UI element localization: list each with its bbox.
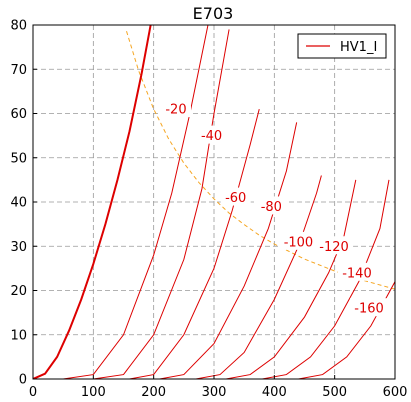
legend: HV1_I [297,33,387,59]
curve--100 [195,175,322,379]
x-tick-label: 400 [262,385,287,400]
curve-label-bg [160,99,191,118]
curve-zero-bias [33,25,152,379]
y-tick-label: 50 [10,151,27,166]
curve-label-bg [337,262,376,281]
curve-label-bg [220,187,251,206]
x-tick-label: 600 [383,385,408,400]
curve--140 [262,179,390,379]
dissipation-line [126,31,395,290]
x-tick-label: 200 [141,385,166,400]
curve-label: -40 [201,129,222,144]
curve--40 [93,29,230,379]
x-tick-label: 300 [202,385,227,400]
curve-label: -100 [284,235,314,250]
curve-label-bg [279,231,318,250]
curve-label: -140 [342,266,372,281]
curve-label: -60 [225,191,246,206]
y-tick-label: 70 [10,63,27,78]
x-tick-label: 0 [29,385,37,400]
curve--80 [159,122,298,379]
y-tick-label: 60 [10,107,27,122]
x-tick-label: 500 [322,385,347,400]
curve-label: -80 [261,200,282,215]
curve-label-bg [350,298,389,317]
y-tick-label: 30 [10,240,27,255]
curve-label-bg [315,236,354,255]
curve-label: -120 [319,240,349,255]
legend-label: HV1_I [340,40,377,55]
curve-labels: -20 -40 -60 -80 -100 -120 -140 -160 [160,99,389,317]
curve-label-bg [256,196,287,215]
x-axis-ticks: 0 100 200 300 400 500 600 [29,375,408,400]
legend-box [297,33,387,59]
y-tick-label: 0 [19,373,27,388]
y-tick-label: 40 [10,196,27,211]
y-axis-ticks: 0 10 20 30 40 50 60 70 80 [10,19,37,388]
chart-title: E703 [193,4,234,23]
curve-label-bg [196,125,227,144]
y-tick-label: 20 [10,284,27,299]
x-tick-label: 100 [81,385,106,400]
y-tick-label: 80 [10,19,27,34]
y-tick-label: 10 [10,328,27,343]
dissipation-curve [126,31,395,290]
curve-label: -160 [354,302,384,317]
curve--60 [129,108,260,379]
curve-label: -20 [165,103,186,118]
